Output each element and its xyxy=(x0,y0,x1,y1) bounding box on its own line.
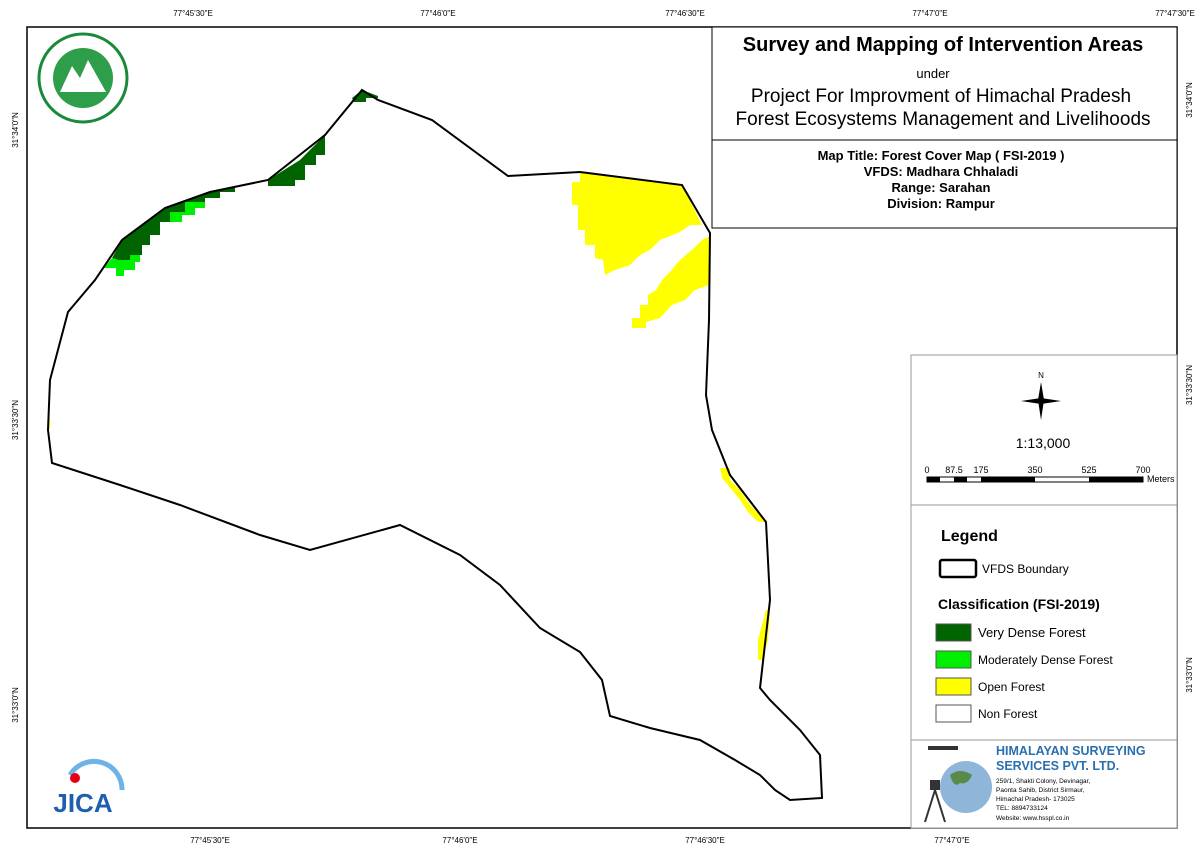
left-coords: 31°34'0"N 31°33'30"N 31°33'0"N xyxy=(11,112,20,723)
address-line: 259/1, Shakti Colony, Devinagar, xyxy=(996,778,1090,785)
forest-patches xyxy=(48,90,770,660)
north-label: N xyxy=(1038,371,1044,380)
scale-tick: 0 xyxy=(924,465,929,475)
forest-dept-logo xyxy=(37,32,129,124)
moderately-dense-forest-patch xyxy=(170,198,205,222)
coord-label: 77°47'0"E xyxy=(912,9,947,18)
coord-label: 31°34'0"N xyxy=(11,112,20,148)
subtitle-under: under xyxy=(916,66,950,81)
globe xyxy=(940,761,992,813)
logo-dot xyxy=(70,773,80,783)
title: Survey and Mapping of Intervention Areas xyxy=(743,34,1143,56)
legend-swatch xyxy=(935,677,972,696)
coord-label: 31°33'0"N xyxy=(1185,657,1194,693)
coord-label: 77°45'30"E xyxy=(190,836,230,845)
tripod-leg xyxy=(924,789,936,823)
very-dense-forest-patch xyxy=(112,187,235,260)
project-line: Project For Improvment of Himachal Prade… xyxy=(751,86,1131,107)
company-name: SERVICES PVT. LTD. xyxy=(996,759,1119,773)
scale-tick: 350 xyxy=(1027,465,1042,475)
company-name: HIMALAYAN SURVEYING xyxy=(996,744,1146,758)
company-logo xyxy=(924,746,992,823)
scale-ticks: 0 87.5 175 350 525 700 Meters xyxy=(924,465,1175,484)
coord-label: 31°33'0"N xyxy=(11,687,20,723)
jica-logo: JICA xyxy=(53,758,125,818)
scale-segment xyxy=(927,477,940,482)
logo-arc xyxy=(67,758,125,791)
address-line: TEL: 8894733124 xyxy=(996,805,1048,812)
legend-box xyxy=(910,504,1178,741)
legend-swatch xyxy=(935,704,972,723)
arrow-ew xyxy=(1021,398,1061,404)
coord-label: 77°46'0"E xyxy=(442,836,477,845)
scale-unit: Meters xyxy=(1147,474,1175,484)
open-forest-patch xyxy=(720,468,766,522)
top-coords: 77°45'30"E 77°46'0"E 77°46'30"E 77°47'0"… xyxy=(173,9,1195,18)
jica-text: JICA xyxy=(53,788,112,818)
legend-label: Moderately Dense Forest xyxy=(978,653,1113,667)
title-block xyxy=(711,26,1178,229)
vfds-name: VFDS: Madhara Chhaladi xyxy=(864,164,1019,179)
legend-boundary-swatch xyxy=(938,558,978,579)
scale-tick: 700 xyxy=(1135,465,1150,475)
coord-label: 77°47'0"E xyxy=(934,836,969,845)
address-line: Website: www.hsspl.co.in xyxy=(996,815,1070,822)
scale-bar xyxy=(926,476,1144,483)
coord-label: 77°46'30"E xyxy=(665,9,705,18)
bottom-coords: 77°45'30"E 77°46'0"E 77°46'30"E 77°47'0"… xyxy=(190,836,969,845)
coord-label: 77°46'0"E xyxy=(420,9,455,18)
moderately-dense-forest-patch xyxy=(104,255,140,276)
division-name: Division: Rampur xyxy=(887,196,995,211)
scale-segment xyxy=(954,477,967,482)
legend-label: VFDS Boundary xyxy=(982,562,1069,576)
legend-label: Open Forest xyxy=(978,680,1045,694)
coord-label: 77°47'30"E xyxy=(1155,9,1195,18)
scale-segment xyxy=(981,477,1035,482)
scale-ratio: 1:13,000 xyxy=(1016,435,1071,451)
map-title: Map Title: Forest Cover Map ( FSI-2019 ) xyxy=(818,148,1065,163)
drone xyxy=(928,746,958,750)
right-coords: 31°34'0"N 31°33'30"N 31°33'0"N xyxy=(1185,82,1194,693)
coord-label: 77°45'30"E xyxy=(173,9,213,18)
tripod-leg xyxy=(934,789,946,823)
scale-tick: 175 xyxy=(973,465,988,475)
open-forest-patch xyxy=(632,236,710,328)
legend-swatch xyxy=(935,650,972,669)
scale-tick: 87.5 xyxy=(945,465,963,475)
legend-subtitle: Classification (FSI-2019) xyxy=(938,596,1100,612)
legend-label: Non Forest xyxy=(978,707,1038,721)
legend-swatch xyxy=(935,623,972,642)
address-line: Paonta Sahib, District Sirmaur, xyxy=(996,787,1085,794)
range-name: Range: Sarahan xyxy=(892,180,991,195)
globe-land xyxy=(950,771,972,785)
instrument xyxy=(930,780,940,790)
coord-label: 77°46'30"E xyxy=(685,836,725,845)
very-dense-forest-patch xyxy=(268,135,325,186)
project-line: Forest Ecosystems Management and Livelih… xyxy=(735,109,1150,130)
address-line: Himachal Pradesh- 173025 xyxy=(996,796,1075,803)
open-forest-patch xyxy=(572,172,702,275)
scale-tick: 525 xyxy=(1081,465,1096,475)
logo-mountain xyxy=(60,60,106,92)
coord-label: 31°34'0"N xyxy=(1185,82,1194,118)
legend-label: Very Dense Forest xyxy=(978,625,1086,640)
legend-title: Legend xyxy=(941,528,998,545)
coord-label: 31°33'30"N xyxy=(11,400,20,440)
scale-segment xyxy=(1089,477,1143,482)
company-address: 259/1, Shakti Colony, Devinagar, Paonta … xyxy=(996,778,1090,822)
north-arrow xyxy=(1021,382,1061,420)
coord-label: 31°33'30"N xyxy=(1185,365,1194,405)
vfds-boundary xyxy=(46,88,824,802)
